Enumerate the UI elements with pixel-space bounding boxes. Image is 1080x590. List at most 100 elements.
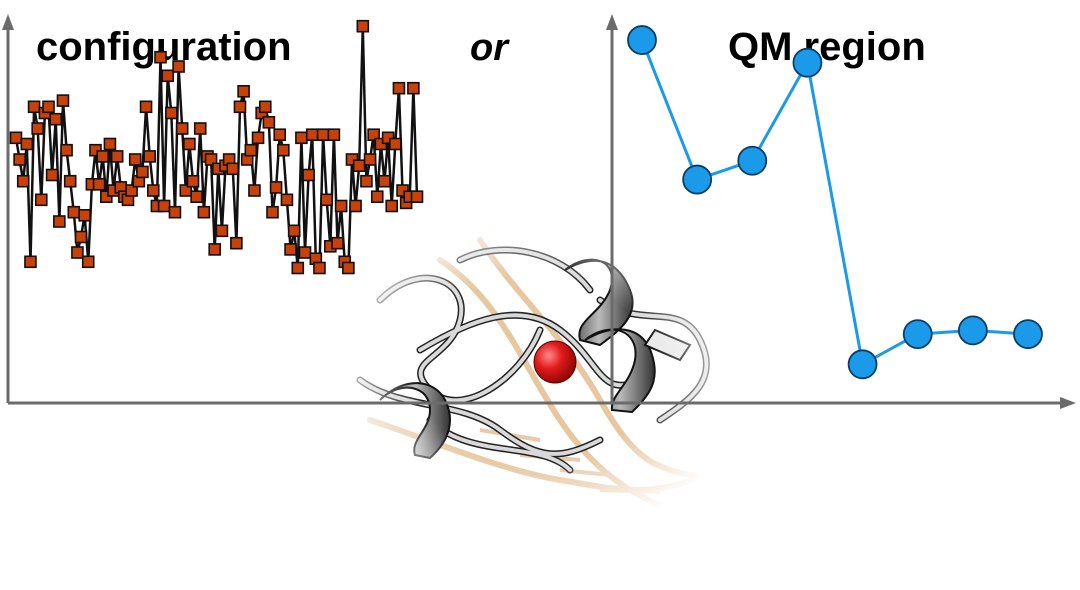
data-point — [186, 174, 200, 188]
data-point — [63, 174, 77, 188]
data-point — [349, 199, 362, 213]
chart-qm-region: QM region — [606, 14, 1043, 403]
data-point — [60, 143, 73, 157]
data-point — [42, 100, 55, 114]
axis-y-right — [606, 14, 618, 403]
data-point — [34, 193, 48, 207]
data-point — [277, 143, 290, 157]
data-point — [78, 209, 91, 222]
data-point — [197, 205, 211, 219]
data-point — [136, 165, 149, 179]
series-qm-region — [627, 25, 1043, 380]
data-point — [9, 131, 23, 145]
data-point — [49, 112, 63, 126]
data-point — [24, 255, 37, 269]
data-point — [146, 184, 160, 197]
data-point — [161, 69, 175, 83]
data-point — [208, 243, 221, 256]
data-point — [342, 261, 355, 275]
data-point — [74, 230, 88, 244]
data-point — [370, 190, 384, 203]
data-point — [154, 50, 167, 64]
data-point — [356, 19, 370, 33]
data-point — [298, 246, 312, 259]
data-point — [407, 81, 420, 95]
data-point — [193, 122, 207, 135]
data-point — [190, 190, 203, 203]
chart-title-qm-region: QM region — [728, 25, 926, 69]
data-point — [20, 137, 34, 151]
data-point — [389, 137, 402, 151]
data-point — [410, 190, 424, 203]
data-point — [139, 100, 153, 114]
data-point — [56, 94, 70, 107]
data-point — [327, 128, 341, 141]
data-point — [31, 122, 44, 135]
data-point — [957, 315, 988, 346]
data-point — [53, 215, 66, 228]
data-point — [302, 168, 315, 182]
data-point — [175, 122, 189, 135]
data-point — [128, 153, 142, 166]
data-point — [13, 153, 26, 166]
data-point — [16, 174, 30, 188]
data-point — [737, 145, 768, 176]
data-point — [233, 100, 247, 114]
data-point — [280, 193, 294, 207]
data-point — [226, 162, 240, 176]
separator-or: or — [470, 27, 510, 69]
data-point — [295, 131, 308, 145]
data-point — [284, 243, 297, 256]
data-point — [1013, 319, 1043, 350]
data-point — [313, 261, 326, 275]
axis-y-left — [2, 14, 14, 403]
data-point — [305, 128, 319, 141]
data-point — [273, 128, 287, 141]
data-point — [385, 199, 399, 213]
data-point — [237, 85, 250, 98]
series-configuration — [9, 19, 424, 275]
data-point — [230, 236, 243, 250]
data-point — [204, 153, 218, 166]
data-point — [168, 205, 182, 219]
data-point — [367, 128, 380, 141]
data-point — [110, 150, 124, 163]
data-point — [165, 106, 178, 120]
data-point — [363, 153, 377, 166]
data-point — [251, 131, 265, 145]
data-point — [244, 143, 258, 157]
data-point — [262, 116, 276, 129]
data-point — [258, 100, 272, 114]
data-point — [847, 349, 878, 380]
data-point — [331, 236, 344, 250]
data-point — [627, 25, 657, 55]
data-point — [96, 150, 110, 163]
data-point — [378, 174, 391, 188]
data-point — [682, 164, 713, 195]
data-point — [172, 60, 185, 73]
axis-x-arrowhead — [1060, 397, 1076, 409]
data-point — [67, 205, 81, 219]
data-point — [215, 224, 229, 238]
data-point — [81, 255, 95, 269]
data-point — [352, 159, 366, 172]
data-point — [183, 137, 196, 151]
data-point — [92, 178, 106, 191]
data-point — [27, 100, 41, 114]
protein-structure-illustration — [320, 210, 760, 550]
data-point — [320, 193, 333, 207]
data-point — [266, 205, 279, 219]
data-point — [103, 137, 117, 151]
data-point — [316, 128, 330, 141]
data-point — [291, 261, 305, 275]
data-point — [143, 150, 156, 163]
data-point — [157, 199, 171, 213]
data-point — [45, 168, 59, 182]
data-point — [360, 174, 373, 188]
data-point — [902, 319, 933, 350]
data-point — [392, 81, 406, 95]
chart-configuration: configuration — [2, 14, 1076, 409]
data-point — [125, 184, 138, 197]
data-point — [334, 199, 348, 213]
